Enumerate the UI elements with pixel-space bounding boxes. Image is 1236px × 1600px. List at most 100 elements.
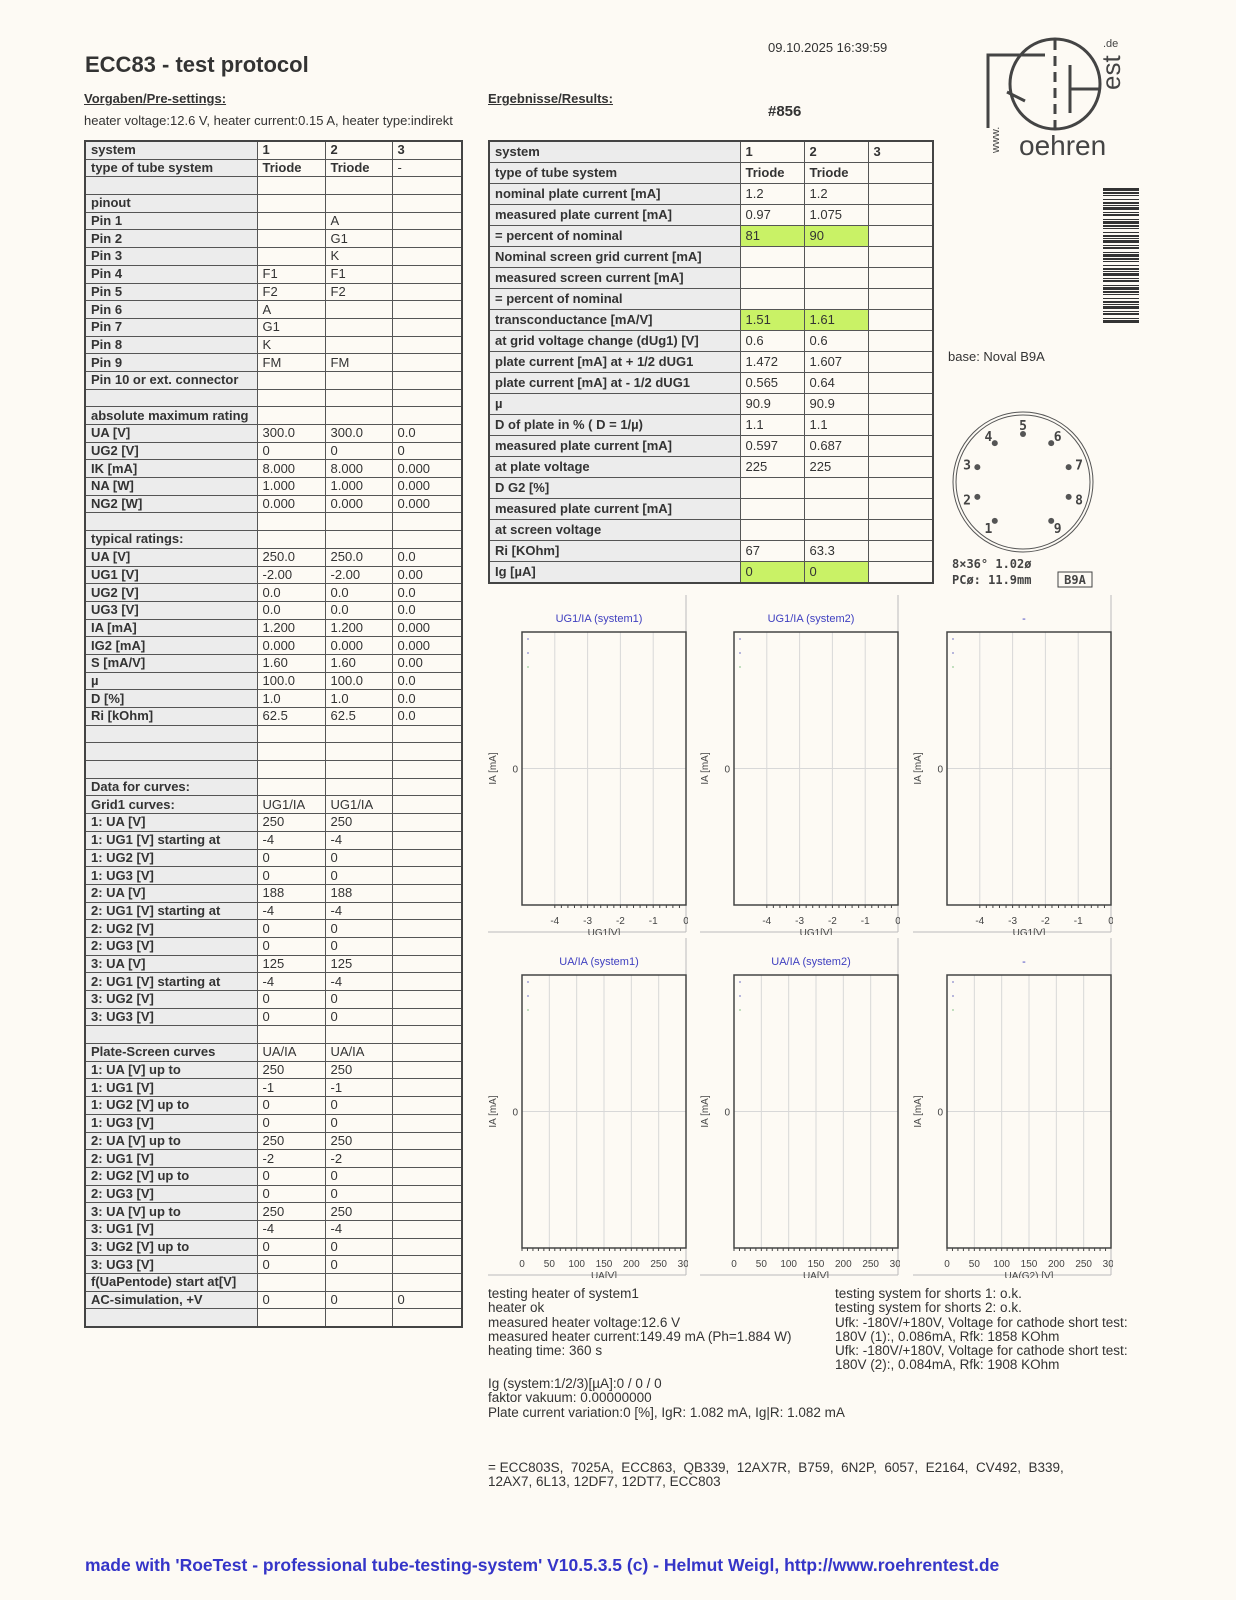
cell-value (391, 1255, 463, 1274)
x-tick-label: 250 (650, 1259, 667, 1270)
cell-value: 2 (803, 140, 869, 163)
table-row: UG2 [V] 0.0 0.0 0.0 (84, 583, 463, 602)
cell-value: 0.000 (256, 636, 326, 655)
chart-title: UA/IA (system1) (559, 956, 638, 968)
cell-value (256, 176, 326, 196)
x-tick-label: -1 (649, 916, 658, 927)
row-label: Pin 1 (84, 211, 258, 231)
chart-title: - (1022, 613, 1026, 625)
pin-hole (1065, 464, 1072, 471)
row-label: D G2 [%] (488, 477, 741, 499)
row-label: absolute maximum rating (84, 406, 258, 425)
cell-value: 0 (256, 1290, 326, 1310)
cell-value: -2 (324, 1149, 393, 1168)
row-label: measured plate current [mA] (488, 498, 741, 520)
cell-value (324, 176, 393, 196)
chart-title: UA/IA (system2) (771, 956, 850, 968)
cell-value (391, 795, 463, 815)
row-label (84, 176, 258, 196)
row-label: AC-simulation, +V (84, 1290, 258, 1310)
table-row (84, 760, 463, 779)
serial-number: #856 (768, 103, 802, 120)
cell-value: 250 (256, 813, 326, 832)
cell-value: 0 (256, 1237, 326, 1257)
presettings-heading: Vorgaben/Pre-settings: (84, 91, 227, 106)
footer-credit: made with 'RoeTest - professional tube-t… (85, 1555, 1000, 1575)
row-label (84, 1308, 258, 1328)
table-row: D [%] 1.0 1.0 0.0 (84, 689, 463, 708)
legend-dot (527, 1009, 529, 1011)
cell-value (803, 267, 869, 289)
cell-value: 0.0 (256, 583, 326, 602)
cell-value (867, 162, 934, 184)
legend-dot (739, 1009, 741, 1011)
socket-spec: 8×36° 1.02ø (952, 557, 1032, 571)
table-row: UA [V] 300.0 300.0 0.0 (84, 424, 463, 443)
datetime: 09.10.2025 16:39:59 (768, 40, 888, 55)
cell-value: FM (256, 353, 326, 372)
cell-value (256, 247, 326, 266)
table-row: Pin 3 K (84, 247, 463, 266)
barcode-bar (1103, 228, 1139, 229)
cell-value: 0 (324, 1255, 393, 1274)
cell-value (867, 183, 934, 205)
barcode-bar (1103, 287, 1139, 290)
cell-value: -4 (256, 1219, 326, 1239)
row-label: 1: UA [V] up to (84, 1060, 258, 1080)
table-row: 1: UG2 [V] up to 0 0 (84, 1096, 463, 1115)
chart-2: -4 -3 -2 -1 0 0 UG1/IA (system2) UG1[V] IA [mA] (700, 595, 900, 935)
cell-value: 2 (324, 140, 393, 160)
cell-value (391, 1060, 463, 1080)
cell-value (803, 519, 869, 541)
cell-value (391, 370, 463, 390)
legend-dot (952, 981, 954, 983)
x-axis-label: UG1[V] (588, 928, 621, 935)
base-label: base: Noval B9A (948, 349, 1045, 364)
barcode-bar (1103, 232, 1139, 233)
cell-value: 0.0 (256, 600, 326, 620)
x-tick-label: 100 (780, 1259, 797, 1270)
y-axis-label: IA [mA] (700, 752, 711, 784)
table-row: IA [mA] 1.200 1.200 0.000 (84, 618, 463, 638)
row-label: 1: UG1 [V] (84, 1078, 258, 1098)
cell-value (867, 309, 934, 331)
barcode-bar (1103, 311, 1139, 312)
cell-value: 250.0 (324, 547, 393, 567)
cell-value: 0.000 (391, 494, 463, 514)
table-row: type of tube system Triode Triode - (84, 158, 463, 178)
cell-value: 0.00 (391, 653, 463, 673)
legend-dot (952, 652, 954, 654)
cell-value: 0 (324, 919, 393, 938)
pin-hole (1048, 517, 1055, 524)
cell-value (867, 477, 934, 499)
barcode-bar (1103, 247, 1139, 249)
cell-value: 0 (324, 441, 393, 461)
row-label: 1: UG1 [V] starting at (84, 830, 258, 850)
x-tick-label: -1 (1074, 916, 1083, 927)
cell-value (391, 530, 463, 549)
barcode-bar (1103, 238, 1139, 239)
row-label: 3: UA [V] up to (84, 1202, 258, 1221)
barcode-bar (1103, 214, 1139, 216)
row-label: 2: UG1 [V] starting at (84, 901, 258, 921)
cell-value: K (324, 247, 393, 266)
cell-value: 0 (256, 1096, 326, 1115)
cell-value: 8.000 (256, 459, 326, 479)
cell-value: 90.9 (739, 393, 805, 415)
cell-value (391, 1166, 463, 1186)
table-row: 3: UG2 [V] 0 0 (84, 990, 463, 1009)
row-label (84, 1025, 258, 1045)
cell-value: 1 (739, 140, 805, 163)
x-axis-label: UG1[V] (800, 928, 833, 935)
cell-value: F1 (256, 264, 326, 284)
cell-value: 0.00 (391, 565, 463, 585)
cell-value (324, 406, 393, 425)
row-label (84, 760, 258, 779)
cell-value (324, 388, 393, 408)
table-row: measured screen current [mA] (488, 267, 934, 289)
row-label: UG1 [V] (84, 565, 258, 585)
socket-inner-ring (955, 414, 1091, 550)
cell-value: 0.0 (324, 583, 393, 602)
table-row: Nominal screen grid current [mA] (488, 246, 934, 268)
chart-title: - (1022, 956, 1026, 968)
